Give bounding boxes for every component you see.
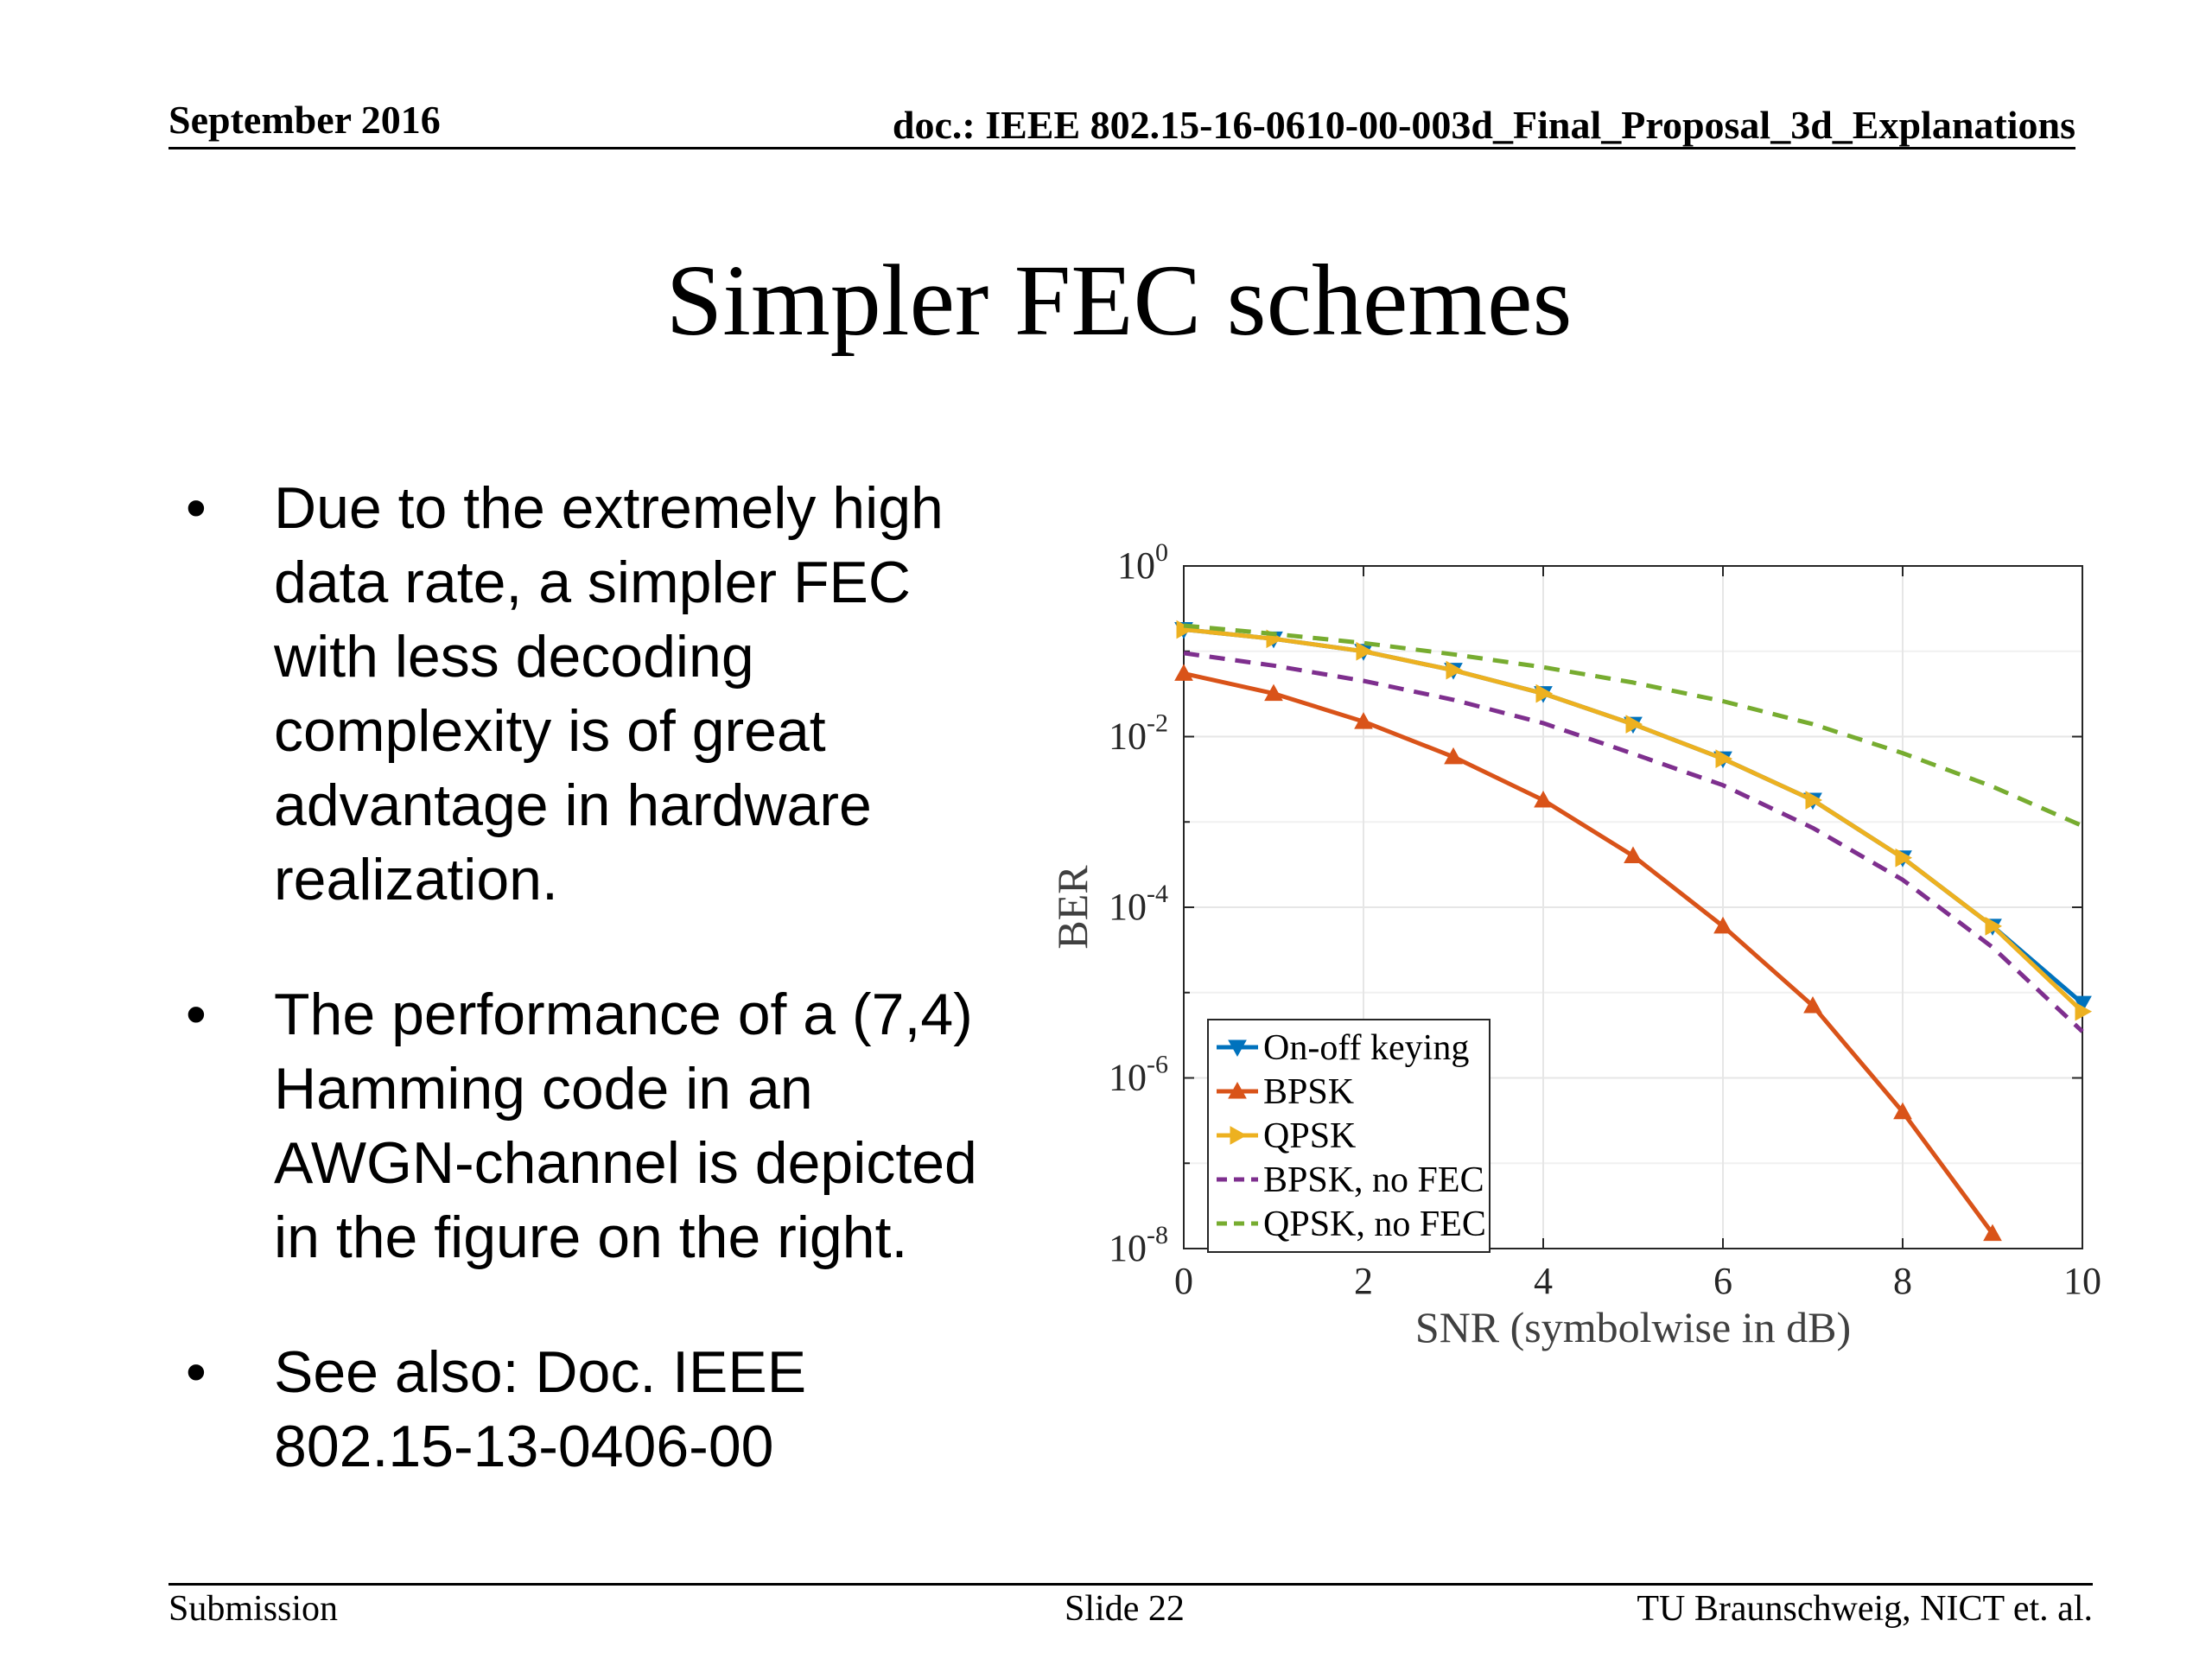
- header-doc-id: doc.: IEEE 802.15-16-0610-00-003d_Final_…: [892, 103, 2075, 147]
- bullet-line: The performance of a (7,4): [274, 982, 973, 1047]
- legend-entry: QPSK, no FEC: [1263, 1205, 1486, 1244]
- y-tick-label: 10-4: [1109, 880, 1168, 928]
- bullet-item: • Due to the extremely high data rate, a…: [186, 471, 1050, 917]
- data-point: [1895, 848, 1913, 868]
- data-point: [2075, 1001, 2093, 1021]
- x-tick-label: 4: [1534, 1260, 1553, 1302]
- header-rule: [168, 147, 2075, 149]
- plot-frame: [1183, 565, 2083, 1249]
- footer-slide-number: Slide 22: [1065, 1589, 1185, 1629]
- bullet-line: advantage in hardware: [274, 772, 872, 838]
- series-line-1: [1183, 671, 1995, 1236]
- bullet-line: in the figure on the right.: [274, 1205, 908, 1270]
- bullet-item: • The performance of a (7,4) Hamming cod…: [186, 977, 1050, 1274]
- bullet-line: 802.15-13-0406-00: [274, 1414, 774, 1479]
- data-point: [1174, 664, 1193, 681]
- x-tick-label: 8: [1893, 1260, 1912, 1302]
- header-date: September 2016: [168, 98, 441, 142]
- x-tick-label: 2: [1354, 1260, 1373, 1302]
- ber-chart-svg: 100 10-2 10-4 10-6 10-80 2 4 6 8 10 SNR (symbolwis…: [1048, 538, 2101, 1351]
- footer-submission: Submission: [168, 1589, 339, 1629]
- data-point: [1803, 996, 1822, 1014]
- data-point: [1354, 712, 1373, 729]
- bullet-line: AWGN-channel is depicted: [274, 1130, 977, 1196]
- data-point: [1534, 791, 1553, 808]
- data-point: [1625, 715, 1643, 734]
- legend-marker: [1230, 1126, 1248, 1145]
- bullet-symbol: •: [186, 1339, 207, 1405]
- x-axis-label: SNR (symbolwise in dB): [1415, 1303, 1851, 1351]
- data-point: [1356, 641, 1374, 661]
- data-point: [1805, 791, 1823, 810]
- footer-rule: [168, 1583, 2093, 1586]
- bullet-line: data rate, a simpler FEC: [274, 550, 911, 615]
- legend-entry: BPSK: [1263, 1072, 1354, 1112]
- bullet-list: • Due to the extremely high data rate, a…: [186, 471, 1050, 1544]
- bullet-line: realization.: [274, 847, 558, 912]
- data-point: [1264, 683, 1283, 702]
- bullet-line: complexity is of great: [274, 698, 826, 764]
- data-point: [1624, 846, 1643, 864]
- y-axis-label: BER: [1048, 865, 1096, 950]
- bullet-line: Due to the extremely high: [274, 475, 944, 541]
- y-tick-label: 10-8: [1109, 1221, 1168, 1269]
- data-point: [1715, 749, 1733, 768]
- bullet-symbol: •: [186, 982, 207, 1047]
- bullet-line: Hamming code in an: [274, 1056, 813, 1122]
- slide-title: Simpler FEC schemes: [665, 244, 1573, 357]
- ber-chart: 100 10-2 10-4 10-6 10-8 0 2 4 6 8 10 SNR (symbolwis…: [1020, 536, 2108, 1382]
- data-point: [1983, 1224, 2002, 1242]
- series-line-4: [1183, 623, 2084, 829]
- x-tick-label: 10: [2063, 1260, 2101, 1302]
- legend-entry: QPSK: [1263, 1116, 1356, 1156]
- data-point: [1893, 1102, 1912, 1120]
- y-tick-label: 10-2: [1109, 709, 1168, 758]
- x-tick-label: 0: [1174, 1260, 1193, 1302]
- bullet-line: See also: Doc. IEEE: [274, 1339, 807, 1405]
- data-point: [1713, 916, 1732, 934]
- data-point: [1985, 917, 2003, 936]
- legend-entry: On-off keying: [1263, 1028, 1469, 1068]
- bullet-symbol: •: [186, 475, 207, 541]
- legend-marker: [1228, 1039, 1247, 1058]
- legend-entry: BPSK, no FEC: [1263, 1160, 1484, 1200]
- data-point: [1535, 683, 1554, 703]
- footer-authors: TU Braunschweig, NICT et. al.: [1637, 1589, 2093, 1629]
- bullet-line: with less decoding: [274, 624, 754, 690]
- x-tick-label: 6: [1713, 1260, 1732, 1302]
- legend-marker: [1228, 1081, 1247, 1099]
- data-point: [1444, 747, 1463, 765]
- data-point: [1446, 660, 1464, 680]
- bullet-item: • See also: Doc. IEEE 802.15-13-0406-00: [186, 1335, 1050, 1484]
- y-tick-label: 100: [1117, 538, 1168, 587]
- y-tick-label: 10-6: [1109, 1051, 1168, 1099]
